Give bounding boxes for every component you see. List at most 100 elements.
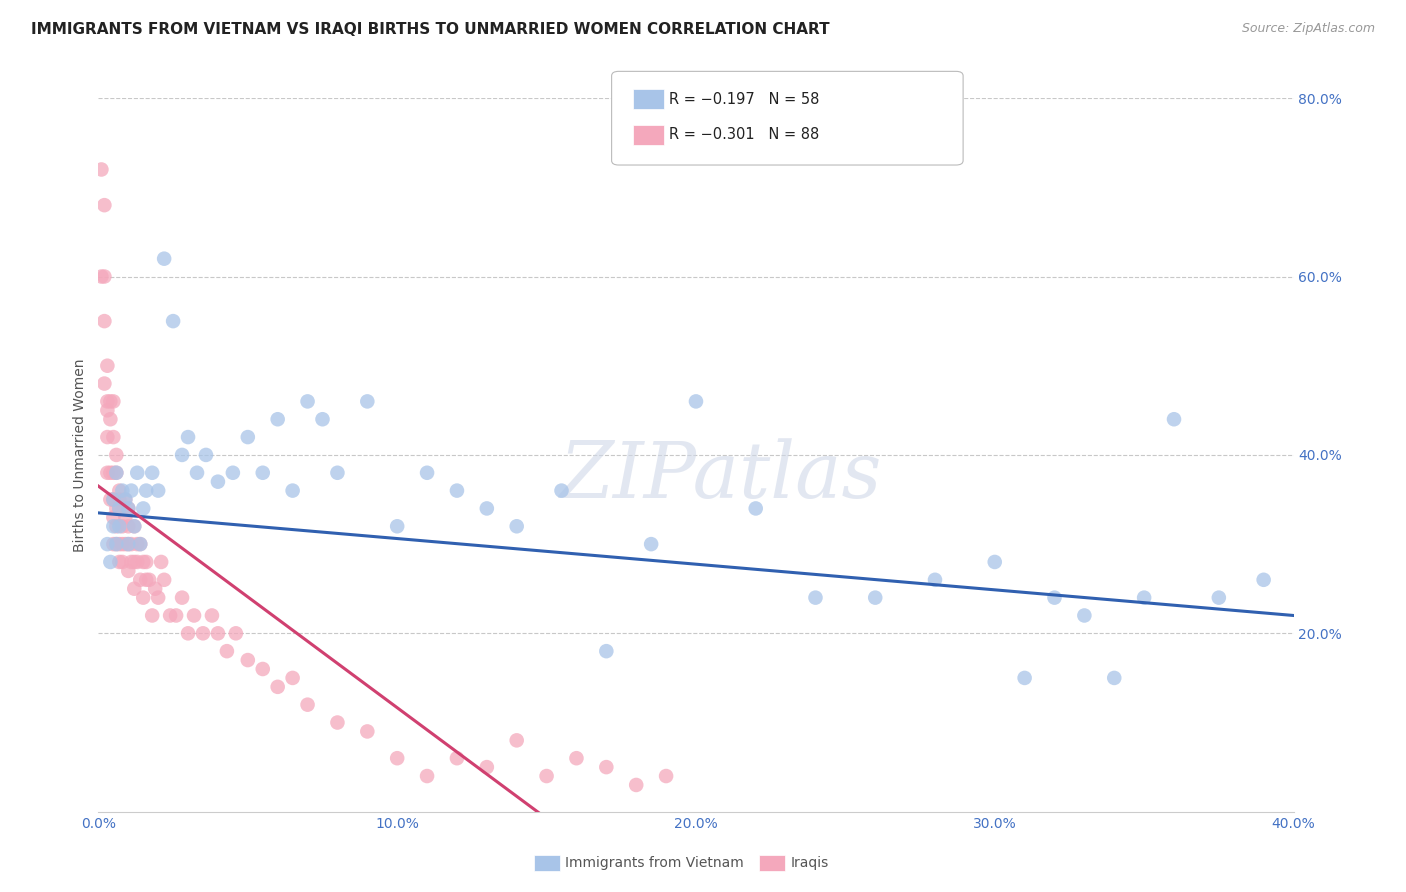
- Y-axis label: Births to Unmarried Women: Births to Unmarried Women: [73, 359, 87, 551]
- Point: [117, 537, 139, 551]
- Point: [1014, 671, 1036, 685]
- Point: [132, 501, 155, 516]
- Point: [93, 198, 115, 212]
- Point: [111, 519, 134, 533]
- Point: [129, 537, 152, 551]
- Point: [186, 466, 208, 480]
- Point: [127, 555, 149, 569]
- Point: [114, 492, 136, 507]
- Point: [108, 492, 131, 507]
- Point: [129, 537, 152, 551]
- Point: [103, 492, 125, 507]
- Text: Iraqis: Iraqis: [790, 856, 828, 871]
- Point: [162, 314, 184, 328]
- Point: [129, 573, 152, 587]
- Text: IMMIGRANTS FROM VIETNAM VS IRAQI BIRTHS TO UNMARRIED WOMEN CORRELATION CHART: IMMIGRANTS FROM VIETNAM VS IRAQI BIRTHS …: [31, 22, 830, 37]
- Point: [120, 483, 142, 498]
- Point: [655, 769, 678, 783]
- Point: [96, 403, 118, 417]
- Point: [595, 644, 617, 658]
- Point: [416, 466, 439, 480]
- Point: [446, 483, 468, 498]
- Point: [127, 537, 149, 551]
- Point: [1073, 608, 1095, 623]
- Point: [297, 698, 319, 712]
- Point: [124, 555, 146, 569]
- Point: [138, 573, 160, 587]
- Point: [108, 483, 131, 498]
- Point: [90, 269, 112, 284]
- Point: [127, 466, 149, 480]
- Point: [117, 519, 139, 533]
- Point: [685, 394, 707, 409]
- Point: [1104, 671, 1126, 685]
- Point: [141, 466, 163, 480]
- Point: [96, 430, 118, 444]
- Point: [177, 626, 200, 640]
- Point: [267, 412, 290, 426]
- Text: R = −0.197   N = 58: R = −0.197 N = 58: [669, 92, 820, 106]
- Point: [96, 394, 118, 409]
- Point: [506, 733, 529, 747]
- Point: [297, 394, 319, 409]
- Point: [117, 537, 139, 551]
- Point: [96, 537, 118, 551]
- Point: [195, 448, 218, 462]
- Point: [117, 564, 139, 578]
- Point: [93, 314, 115, 328]
- Point: [984, 555, 1007, 569]
- Point: [153, 252, 176, 266]
- Point: [124, 519, 146, 533]
- Point: [177, 430, 200, 444]
- Point: [595, 760, 617, 774]
- Point: [252, 466, 274, 480]
- Point: [90, 162, 112, 177]
- Point: [98, 412, 122, 426]
- Point: [165, 608, 187, 623]
- Point: [124, 582, 146, 596]
- Point: [103, 537, 125, 551]
- Point: [150, 555, 173, 569]
- Point: [326, 715, 349, 730]
- Point: [385, 751, 409, 765]
- Point: [804, 591, 827, 605]
- Point: [105, 537, 128, 551]
- Point: [207, 475, 229, 489]
- Point: [103, 394, 125, 409]
- Point: [475, 760, 498, 774]
- Text: Immigrants from Vietnam: Immigrants from Vietnam: [565, 856, 744, 871]
- Point: [117, 501, 139, 516]
- Point: [143, 582, 166, 596]
- Point: [222, 466, 245, 480]
- Point: [236, 653, 259, 667]
- Point: [105, 448, 128, 462]
- Point: [148, 483, 170, 498]
- Point: [225, 626, 247, 640]
- Point: [111, 555, 134, 569]
- Point: [416, 769, 439, 783]
- Point: [311, 412, 333, 426]
- Point: [105, 519, 128, 533]
- Point: [148, 591, 170, 605]
- Point: [114, 510, 136, 524]
- Point: [191, 626, 214, 640]
- Point: [98, 492, 122, 507]
- Point: [201, 608, 224, 623]
- Point: [385, 519, 409, 533]
- Point: [105, 466, 128, 480]
- Point: [98, 466, 122, 480]
- Point: [103, 510, 125, 524]
- Point: [96, 359, 118, 373]
- Point: [132, 555, 155, 569]
- Point: [1253, 573, 1275, 587]
- Point: [120, 555, 142, 569]
- Point: [252, 662, 274, 676]
- Point: [117, 501, 139, 516]
- Point: [105, 501, 128, 516]
- Point: [172, 591, 194, 605]
- Point: [114, 537, 136, 551]
- Point: [550, 483, 572, 498]
- Point: [281, 671, 304, 685]
- Point: [103, 466, 125, 480]
- Point: [103, 492, 125, 507]
